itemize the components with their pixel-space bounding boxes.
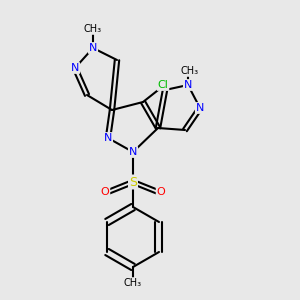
- Text: N: N: [104, 133, 112, 143]
- Text: O: O: [100, 187, 109, 197]
- Text: N: N: [129, 147, 137, 157]
- Text: CH₃: CH₃: [84, 24, 102, 34]
- Text: Cl: Cl: [158, 80, 168, 90]
- Text: N: N: [184, 80, 192, 90]
- Text: N: N: [196, 103, 204, 113]
- Text: CH₃: CH₃: [181, 66, 199, 76]
- Text: N: N: [71, 63, 79, 73]
- Text: S: S: [129, 176, 137, 188]
- Text: O: O: [157, 187, 165, 197]
- Text: N: N: [89, 43, 97, 53]
- Text: CH₃: CH₃: [124, 278, 142, 288]
